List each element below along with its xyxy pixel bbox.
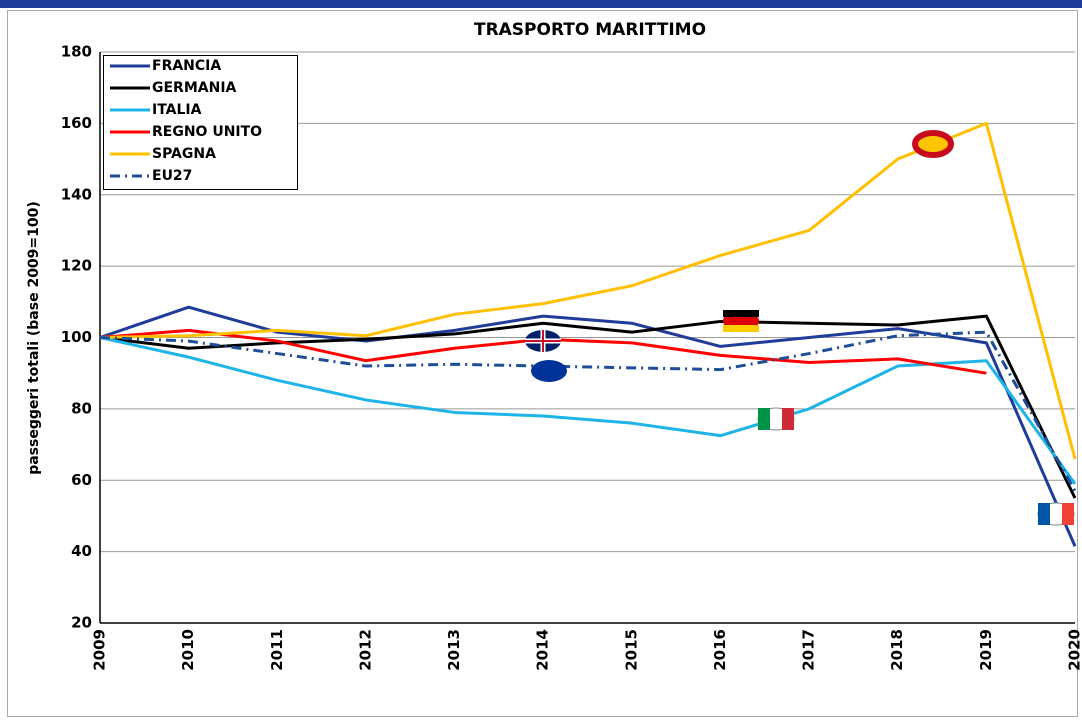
- series-line: [99, 330, 1077, 492]
- lines: [99, 121, 1077, 547]
- series-line: [99, 305, 1077, 547]
- legend-label: GERMANIA: [152, 80, 237, 96]
- y-tick-label: 120: [61, 257, 92, 275]
- y-tick-label: 140: [61, 185, 92, 203]
- x-tick-label: 2014: [534, 629, 552, 671]
- y-axis-label: passeggeri totali (base 2009=100): [26, 201, 42, 475]
- series-line: [99, 314, 1077, 499]
- series-line: [99, 121, 1077, 460]
- x-tick-label: 2017: [800, 629, 818, 671]
- x-tick-label: 2016: [711, 629, 729, 671]
- x-tick-label: 2009: [91, 629, 109, 671]
- flag-uk: [525, 330, 561, 352]
- legend-label: ITALIA: [152, 102, 202, 118]
- legend-label: EU27: [152, 168, 192, 184]
- y-tick-label: 180: [61, 43, 92, 61]
- frame: [7, 10, 1078, 717]
- series-line: [99, 336, 1077, 485]
- x-tick-label: 2020: [1066, 629, 1082, 671]
- flag-france: [1037, 502, 1075, 526]
- chart-title: TRASPORTO MARITTIMO: [474, 20, 706, 40]
- flag-italy: [757, 407, 795, 431]
- flag-eu: [531, 360, 567, 382]
- y-tick-label: 80: [71, 399, 92, 417]
- y-tick-label: 100: [61, 328, 92, 346]
- x-tick-label: 2011: [268, 629, 286, 671]
- x-tick-label: 2018: [888, 629, 906, 671]
- y-tick-label: 20: [71, 614, 92, 632]
- legend-label: SPAGNA: [152, 146, 216, 162]
- y-tick-label: 40: [71, 542, 92, 560]
- legend-box: [103, 55, 298, 190]
- flag-germany: [723, 310, 759, 332]
- x-tick-label: 2010: [179, 629, 197, 671]
- y-tick-label: 160: [61, 114, 92, 132]
- flags: [525, 130, 1075, 526]
- y-tick-label: 60: [71, 471, 92, 489]
- legend-label: FRANCIA: [152, 58, 221, 74]
- top-bar: [0, 0, 1082, 8]
- x-tick-label: 2019: [977, 629, 995, 671]
- x-tick-label: 2015: [622, 629, 640, 671]
- flag-spain: [912, 130, 954, 158]
- x-tick-label: 2012: [356, 629, 374, 671]
- legend: FRANCIA GERMANIA ITALIA REGNO UNITO SPAGNA EU…: [103, 55, 298, 190]
- x-tick-label: 2013: [445, 629, 463, 671]
- legend-label: REGNO UNITO: [152, 124, 262, 140]
